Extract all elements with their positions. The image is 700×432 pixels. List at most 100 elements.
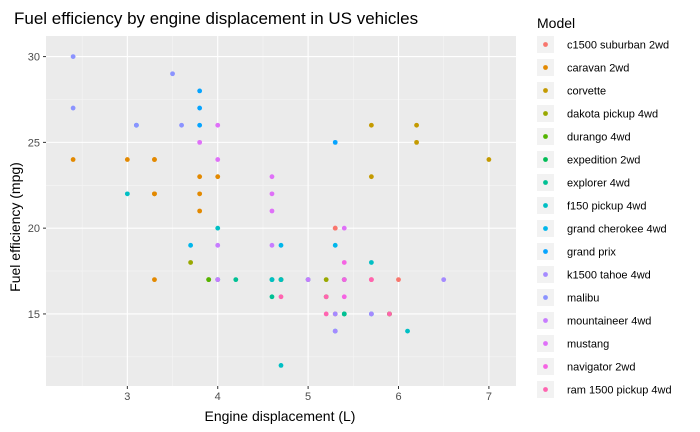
y-axis-title: Fuel efficiency (mpg)	[7, 162, 23, 292]
x-tick-label: 5	[305, 391, 311, 403]
legend-label: expedition 2wd	[567, 155, 640, 167]
data-point-series-9	[197, 122, 203, 128]
legend-label: dakota pickup 4wd	[567, 109, 658, 121]
data-point-series-7	[278, 363, 284, 368]
data-point-series-1	[215, 174, 221, 180]
data-point-series-7	[215, 225, 221, 231]
legend-label: corvette	[567, 86, 606, 98]
legend-label: f150 pickup 4wd	[567, 201, 647, 213]
data-point-series-8	[332, 242, 338, 248]
plot-panel	[46, 36, 516, 386]
data-point-series-11	[70, 105, 76, 111]
legend-key-point	[543, 249, 548, 254]
legend-label: navigator 2wd	[567, 362, 636, 374]
data-point-series-12	[215, 277, 221, 283]
data-point-series-0	[396, 277, 401, 283]
legend-key-point	[543, 272, 548, 277]
y-tick-label: 15	[28, 309, 40, 321]
legend-label: mustang	[567, 339, 609, 351]
legend-label: k1500 tahoe 4wd	[567, 270, 651, 282]
data-point-series-15	[278, 294, 284, 300]
legend-key-point	[543, 203, 548, 208]
data-point-series-2	[414, 139, 419, 145]
data-point-series-13	[269, 208, 275, 214]
legend-key-point	[543, 134, 548, 139]
data-point-series-11	[133, 122, 139, 128]
x-tick-label: 4	[215, 391, 221, 403]
data-point-series-0	[332, 225, 338, 231]
legend-key-point	[543, 226, 548, 231]
data-point-series-13	[269, 174, 275, 180]
data-point-series-12	[269, 242, 275, 248]
data-point-series-2	[368, 122, 374, 128]
data-point-series-7	[124, 191, 130, 197]
data-point-series-3	[188, 260, 194, 265]
legend-label: grand prix	[567, 247, 616, 259]
data-point-series-15	[368, 277, 374, 283]
data-point-series-12	[215, 242, 221, 248]
x-axis-ticks: 3 4 5 6 7	[124, 386, 492, 403]
y-tick-label: 30	[28, 52, 40, 64]
data-point-series-11	[170, 71, 175, 77]
data-point-series-3	[323, 277, 329, 283]
data-point-series-2	[486, 157, 492, 162]
data-point-series-1	[70, 157, 76, 162]
legend-label: grand cherokee 4wd	[567, 224, 667, 236]
data-point-series-1	[124, 157, 130, 162]
legend-label: caravan 2wd	[567, 63, 629, 75]
data-point-series-7	[269, 277, 275, 283]
legend-key-point	[543, 318, 548, 323]
x-tick-label: 7	[486, 391, 492, 403]
data-point-series-14	[341, 277, 347, 283]
data-point-series-15	[323, 311, 329, 317]
legend-key-point	[543, 42, 548, 47]
data-point-series-12	[305, 277, 311, 283]
legend-label: explorer 4wd	[567, 178, 630, 190]
legend-label: c1500 suburban 2wd	[567, 40, 669, 52]
data-point-series-1	[152, 157, 157, 162]
data-point-series-15	[323, 294, 329, 300]
data-point-series-14	[341, 260, 347, 265]
legend-key-point	[543, 364, 548, 369]
data-point-series-9	[197, 88, 203, 94]
data-point-series-13	[341, 225, 347, 231]
data-point-series-8	[278, 242, 284, 248]
data-point-series-13	[215, 157, 221, 162]
data-point-series-11	[179, 122, 184, 128]
data-point-series-1	[197, 174, 203, 180]
x-tick-label: 3	[124, 391, 130, 403]
data-point-series-7	[368, 260, 374, 265]
major-gridlines	[46, 36, 516, 386]
data-point-series-13	[269, 191, 275, 197]
legend-key-point	[543, 88, 548, 93]
data-point-series-7	[405, 328, 410, 334]
chart-title: Fuel efficiency by engine displacement i…	[14, 9, 418, 28]
data-point-series-6	[341, 311, 347, 317]
data-point-series-10	[368, 311, 374, 317]
legend-key-point	[543, 65, 548, 70]
data-point-series-10	[332, 328, 338, 334]
legend-key-point	[543, 341, 548, 346]
data-point-series-2	[414, 122, 419, 128]
data-point-series-2	[368, 174, 374, 180]
legend-key-point	[543, 387, 548, 392]
legend-title: Model	[537, 15, 575, 31]
data-point-series-4	[206, 277, 212, 283]
data-points	[70, 54, 492, 368]
data-point-series-1	[197, 208, 203, 214]
data-point-series-11	[70, 54, 76, 59]
data-point-series-9	[332, 139, 338, 145]
data-point-series-1	[152, 277, 157, 283]
data-point-series-10	[441, 277, 447, 283]
data-point-series-9	[197, 105, 203, 111]
data-point-series-6	[233, 277, 239, 283]
legend-label: mountaineer 4wd	[567, 316, 651, 328]
data-point-series-14	[341, 294, 347, 300]
data-point-series-1	[197, 191, 203, 197]
data-point-series-10	[332, 311, 338, 317]
legend-key-point	[543, 180, 548, 185]
legend-label: durango 4wd	[567, 132, 631, 144]
y-tick-label: 25	[28, 137, 40, 149]
data-point-series-8	[188, 242, 194, 248]
